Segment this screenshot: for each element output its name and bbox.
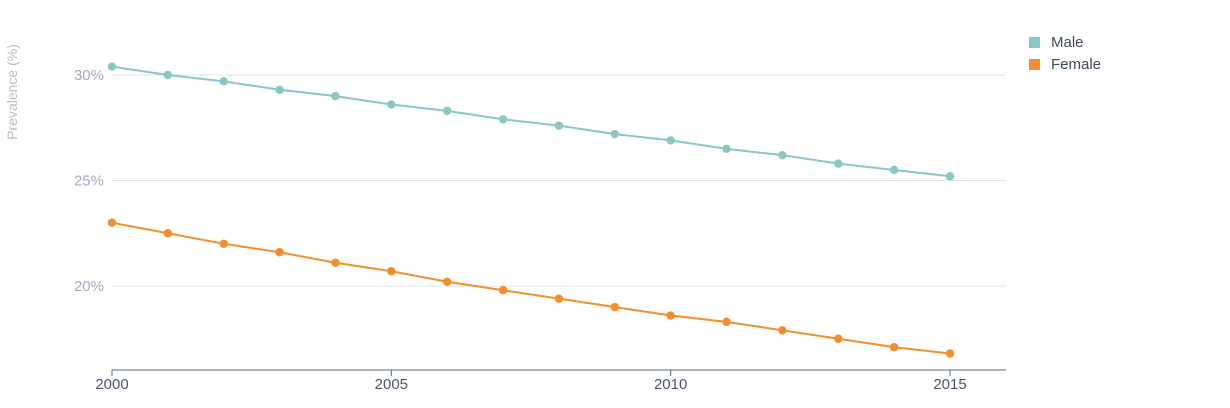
y-tick-label: 25% — [74, 173, 104, 190]
data-point[interactable] — [331, 91, 340, 101]
data-point[interactable] — [498, 115, 508, 124]
data-point[interactable] — [610, 302, 619, 312]
series — [107, 62, 955, 358]
data-point[interactable] — [778, 150, 787, 160]
x-tick-label: 2000 — [95, 376, 128, 393]
data-point[interactable] — [722, 317, 731, 327]
data-point[interactable] — [443, 106, 452, 116]
data-point[interactable] — [722, 144, 731, 154]
data-point[interactable] — [163, 229, 173, 238]
data-point[interactable] — [163, 70, 173, 80]
data-point[interactable] — [107, 218, 117, 227]
data-point[interactable] — [387, 100, 396, 109]
x-tick-label: 2010 — [654, 376, 687, 393]
x-tick-label: 2005 — [375, 376, 408, 393]
data-point[interactable] — [554, 294, 564, 303]
gridlines — [112, 74, 1006, 287]
legend-label: Male — [1051, 34, 1084, 51]
legend-label: Female — [1051, 56, 1101, 73]
legend[interactable]: Male Female — [1029, 34, 1101, 73]
data-point[interactable] — [666, 136, 675, 145]
legend-item-female[interactable]: Female — [1029, 56, 1101, 73]
data-point[interactable] — [778, 326, 787, 335]
data-point[interactable] — [889, 342, 899, 352]
data-point[interactable] — [443, 277, 452, 286]
data-point[interactable] — [554, 121, 564, 130]
data-point[interactable] — [498, 286, 508, 295]
data-point[interactable] — [889, 165, 899, 175]
data-point[interactable] — [834, 334, 843, 343]
data-point[interactable] — [219, 239, 228, 248]
series-male — [107, 62, 955, 181]
y-tick-label: 30% — [74, 67, 104, 84]
legend-swatch — [1029, 59, 1040, 70]
series-line — [111, 65, 951, 178]
data-point[interactable] — [945, 172, 955, 181]
data-point[interactable] — [331, 258, 340, 267]
data-point[interactable] — [610, 129, 619, 139]
legend-swatch — [1029, 37, 1040, 48]
data-point[interactable] — [219, 77, 228, 86]
data-point[interactable] — [387, 267, 396, 276]
x-tick-label: 2015 — [933, 376, 966, 393]
data-point[interactable] — [666, 311, 675, 320]
data-point[interactable] — [834, 159, 843, 168]
data-point[interactable] — [945, 349, 955, 358]
data-point[interactable] — [275, 248, 284, 257]
y-axis-title: Prevalence (%) — [4, 44, 20, 140]
axes: 20% 25% 30% 2000 2005 2010 2015 Prevalence (%) — [4, 44, 1006, 393]
y-tick-label: 20% — [74, 278, 104, 295]
series-female — [107, 218, 955, 358]
legend-item-male[interactable]: Male — [1029, 34, 1084, 51]
data-point[interactable] — [107, 62, 117, 71]
data-point[interactable] — [275, 85, 284, 94]
series-line — [111, 221, 951, 355]
